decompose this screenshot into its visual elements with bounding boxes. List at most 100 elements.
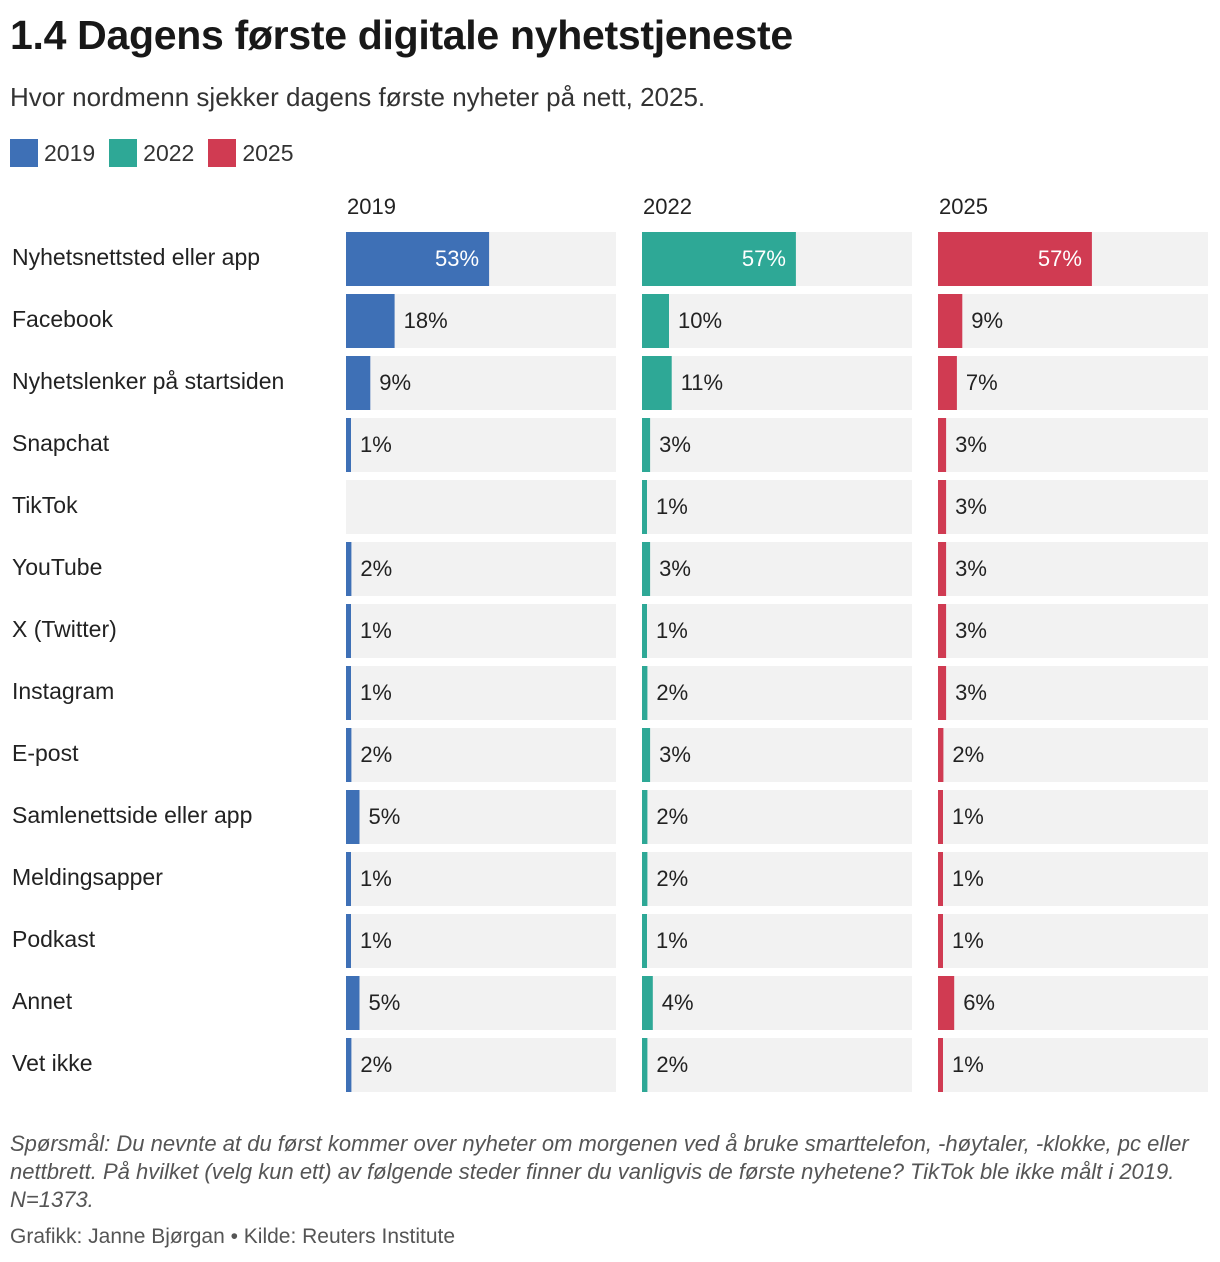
bar-track xyxy=(642,604,912,658)
bar-track xyxy=(346,1038,616,1092)
bar-2019 xyxy=(346,356,371,410)
bar-2025 xyxy=(938,852,943,906)
category-label: X (Twitter) xyxy=(12,616,117,642)
bar-2025 xyxy=(938,480,947,534)
data-label: 2% xyxy=(360,742,392,767)
category-label: Facebook xyxy=(12,306,114,332)
legend-swatch-2025 xyxy=(208,139,237,167)
category-label: Podkast xyxy=(12,926,96,952)
category-label: Annet xyxy=(12,988,73,1014)
bar-2022 xyxy=(642,294,669,348)
bar-track xyxy=(938,790,1208,844)
credit-line: Grafikk: Janne Bjørgan • Kilde: Reuters … xyxy=(10,1225,456,1248)
bar-2022 xyxy=(642,542,651,596)
data-label: 1% xyxy=(656,928,688,953)
bar-track xyxy=(642,852,912,906)
data-label: 3% xyxy=(659,742,691,767)
legend-item-2022: 2022 xyxy=(109,139,194,167)
bar-track xyxy=(642,728,912,782)
bar-2019 xyxy=(346,790,360,844)
data-label: 1% xyxy=(360,680,392,705)
data-label: 2% xyxy=(952,742,984,767)
bar-track xyxy=(938,480,1208,534)
data-label: 4% xyxy=(662,990,694,1015)
bar-2019 xyxy=(346,232,490,286)
data-label: 7% xyxy=(966,370,998,395)
bar-2025 xyxy=(938,294,963,348)
bar-track xyxy=(642,666,912,720)
bar-2025 xyxy=(938,790,943,844)
data-label: 11% xyxy=(681,370,723,395)
bar-2025 xyxy=(938,666,947,720)
data-label: 2% xyxy=(360,1052,392,1077)
bar-2025 xyxy=(938,604,947,658)
bar-track xyxy=(938,1038,1208,1092)
bar-track xyxy=(938,418,1208,472)
bar-2022 xyxy=(642,790,648,844)
bar-2022 xyxy=(642,604,647,658)
data-label: 1% xyxy=(360,618,392,643)
bar-2022 xyxy=(642,418,651,472)
panel-header-2022: 2022 xyxy=(643,194,692,219)
bar-track xyxy=(346,976,616,1030)
bar-track xyxy=(642,914,912,968)
data-label: 6% xyxy=(963,990,995,1015)
bar-2022 xyxy=(642,232,796,286)
bar-2025 xyxy=(938,728,944,782)
data-label: 3% xyxy=(955,556,987,581)
data-label: 10% xyxy=(678,308,722,333)
bar-chart: Nyhetsnettsted eller app Facebook Nyhetsle… xyxy=(12,194,1208,1092)
bar-track xyxy=(346,666,616,720)
data-label: 57% xyxy=(1038,246,1082,271)
bar-2019 xyxy=(346,418,351,472)
data-label: 2% xyxy=(656,804,688,829)
bar-2025 xyxy=(938,356,957,410)
bar-2025 xyxy=(938,976,955,1030)
bar-2025 xyxy=(938,418,947,472)
bar-2019 xyxy=(346,604,351,658)
data-label: 5% xyxy=(369,990,401,1015)
bar-track xyxy=(642,542,912,596)
bar-2019 xyxy=(346,976,360,1030)
bar-track xyxy=(938,356,1208,410)
bar-2022 xyxy=(642,356,672,410)
legend-item-2025: 2025 xyxy=(208,139,294,167)
bar-track xyxy=(938,852,1208,906)
bar-2019 xyxy=(346,914,351,968)
bar-2025 xyxy=(938,1038,943,1092)
data-label: 2% xyxy=(656,866,688,891)
data-label: 57% xyxy=(742,246,786,271)
data-label: 9% xyxy=(971,308,1003,333)
bar-2019 xyxy=(346,728,352,782)
legend-label-2022: 2022 xyxy=(143,139,195,166)
data-label: 1% xyxy=(656,618,688,643)
panel-header-2019: 2019 xyxy=(347,194,396,219)
category-label: Nyhetsnettsted eller app xyxy=(12,244,260,270)
bar-track xyxy=(346,542,616,596)
bar-track xyxy=(938,728,1208,782)
legend: 2019 2022 2025 xyxy=(10,139,294,167)
data-label: 3% xyxy=(955,494,987,519)
bar-track xyxy=(346,852,616,906)
bar-2022 xyxy=(642,976,653,1030)
data-label: 3% xyxy=(955,432,987,457)
data-label: 2% xyxy=(360,556,392,581)
chart-subtitle: Hvor nordmenn sjekker dagens første nyhe… xyxy=(10,82,706,112)
category-label: YouTube xyxy=(12,554,102,580)
bar-2025 xyxy=(938,914,943,968)
bar-track xyxy=(642,356,912,410)
data-label: 1% xyxy=(952,804,984,829)
category-label: Samlenettside eller app xyxy=(12,802,252,828)
bar-track xyxy=(642,790,912,844)
data-label: 18% xyxy=(404,308,448,333)
bar-track xyxy=(938,976,1208,1030)
bar-2019 xyxy=(346,1038,352,1092)
data-label: 2% xyxy=(656,1052,688,1077)
bar-track xyxy=(346,914,616,968)
data-label: 9% xyxy=(379,370,411,395)
bar-2022 xyxy=(642,914,647,968)
data-label: 3% xyxy=(955,680,987,705)
data-label: 1% xyxy=(952,866,984,891)
bar-track xyxy=(346,480,616,534)
bar-2025 xyxy=(938,232,1092,286)
